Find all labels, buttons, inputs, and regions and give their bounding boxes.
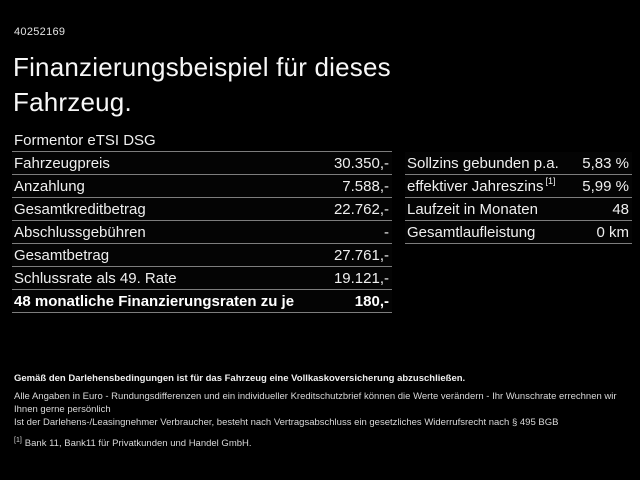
footnote-text: Bank 11, Bank11 für Privatkunden und Han… bbox=[24, 438, 252, 450]
footnote-marker: [1] bbox=[14, 437, 22, 444]
conditions-table: Sollzins gebunden p.a. 5,83 % effektiver J… bbox=[405, 152, 632, 244]
row-value: 30.350,- bbox=[333, 154, 389, 172]
row-label: effektiver Jahreszins [1] bbox=[407, 175, 556, 195]
model-name: Formentor eTSI DSG bbox=[12, 130, 392, 152]
footer-disclaimer-line2: Ist der Darlehens-/Leasingnehmer Verbrau… bbox=[14, 417, 559, 428]
table-row: Fahrzeugpreis 30.350,- bbox=[12, 152, 392, 175]
table-row: Schlussrate als 49. Rate 19.121,- bbox=[12, 267, 392, 290]
page-title-line1: Finanzierungsbeispiel für dieses bbox=[13, 52, 391, 82]
row-value: 22.762,- bbox=[333, 200, 389, 218]
table-row: Abschlussgebühren - bbox=[12, 221, 392, 244]
finance-table: Formentor eTSI DSG Fahrzeugpreis 30.350,-… bbox=[12, 130, 392, 313]
row-value: 48 bbox=[612, 200, 629, 218]
row-value: 19.121,- bbox=[333, 269, 389, 287]
table-row: Sollzins gebunden p.a. 5,83 % bbox=[405, 152, 632, 175]
legal-footer: Gemäß den Darlehensbedingungen ist für d… bbox=[14, 373, 628, 449]
table-row: Gesamtlaufleistung 0 km bbox=[405, 221, 632, 244]
finance-table-rows: Fahrzeugpreis 30.350,- Anzahlung 7.588,- Ges… bbox=[12, 152, 392, 313]
page-title: Finanzierungsbeispiel für dieses Fahrzeug… bbox=[13, 50, 391, 120]
table-row: Anzahlung 7.588,- bbox=[12, 175, 392, 198]
row-label: Abschlussgebühren bbox=[14, 223, 146, 241]
conditions-table-rows: Sollzins gebunden p.a. 5,83 % effektiver J… bbox=[405, 152, 632, 244]
row-value: 7.588,- bbox=[342, 177, 389, 195]
table-row: Gesamtkreditbetrag 22.762,- bbox=[12, 198, 392, 221]
page-title-line2: Fahrzeug. bbox=[13, 87, 132, 117]
footnote-marker: [1] bbox=[545, 175, 556, 186]
row-value: - bbox=[384, 223, 389, 241]
row-label: Schlussrate als 49. Rate bbox=[14, 269, 177, 287]
row-label: Fahrzeugpreis bbox=[14, 154, 110, 172]
row-label: Gesamtbetrag bbox=[14, 246, 110, 264]
row-value: 5,99 % bbox=[582, 177, 629, 195]
row-label: Gesamtlaufleistung bbox=[407, 223, 536, 241]
table-row: Laufzeit in Monaten 48 bbox=[405, 198, 632, 221]
row-label: Anzahlung bbox=[14, 177, 85, 195]
row-label: Gesamtkreditbetrag bbox=[14, 200, 146, 218]
footer-disclaimer-line1: Alle Angaben in Euro - Rundungsdifferenz… bbox=[14, 391, 617, 415]
row-label: Laufzeit in Monaten bbox=[407, 200, 538, 218]
table-row: 48 monatliche Finanzierungsraten zu je 18… bbox=[12, 290, 392, 313]
table-row: Gesamtbetrag 27.761,- bbox=[12, 244, 392, 267]
table-row: effektiver Jahreszins [1] 5,99 % bbox=[405, 175, 632, 198]
row-value: 180,- bbox=[354, 292, 389, 310]
offer-id: 40252169 bbox=[14, 26, 66, 38]
row-value: 5,83 % bbox=[582, 154, 629, 172]
footer-insurance-note: Gemäß den Darlehensbedingungen ist für d… bbox=[14, 373, 466, 384]
footer-bank-footnote: [1] Bank 11, Bank11 für Privatkunden und … bbox=[14, 437, 628, 449]
row-label: Sollzins gebunden p.a. bbox=[407, 154, 559, 172]
row-value: 27.761,- bbox=[333, 246, 389, 264]
row-label: 48 monatliche Finanzierungsraten zu je bbox=[14, 292, 295, 310]
row-value: 0 km bbox=[596, 223, 629, 241]
